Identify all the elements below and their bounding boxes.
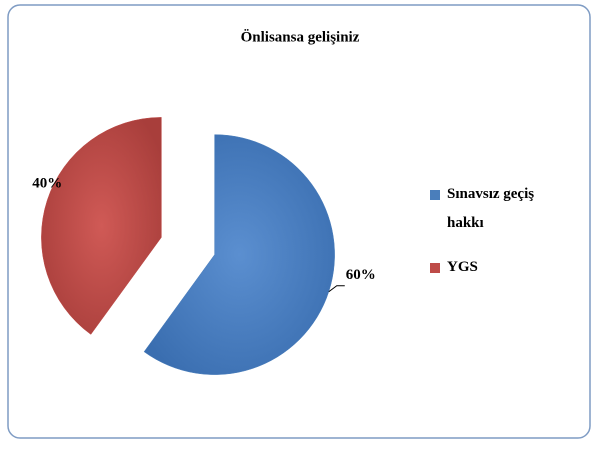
legend-swatch [430,190,440,200]
pie-slice [143,134,335,375]
legend-label: YGS [447,259,478,275]
legend-swatch [430,263,440,273]
pie-slice [41,117,162,335]
leader-line [328,285,345,293]
legend-label: Sınavsız geçiş hakkı [447,186,538,231]
data-label: 40% [32,176,62,192]
chart-title: Önlisansa gelişiniz [241,28,360,45]
data-label: 60% [346,267,376,283]
